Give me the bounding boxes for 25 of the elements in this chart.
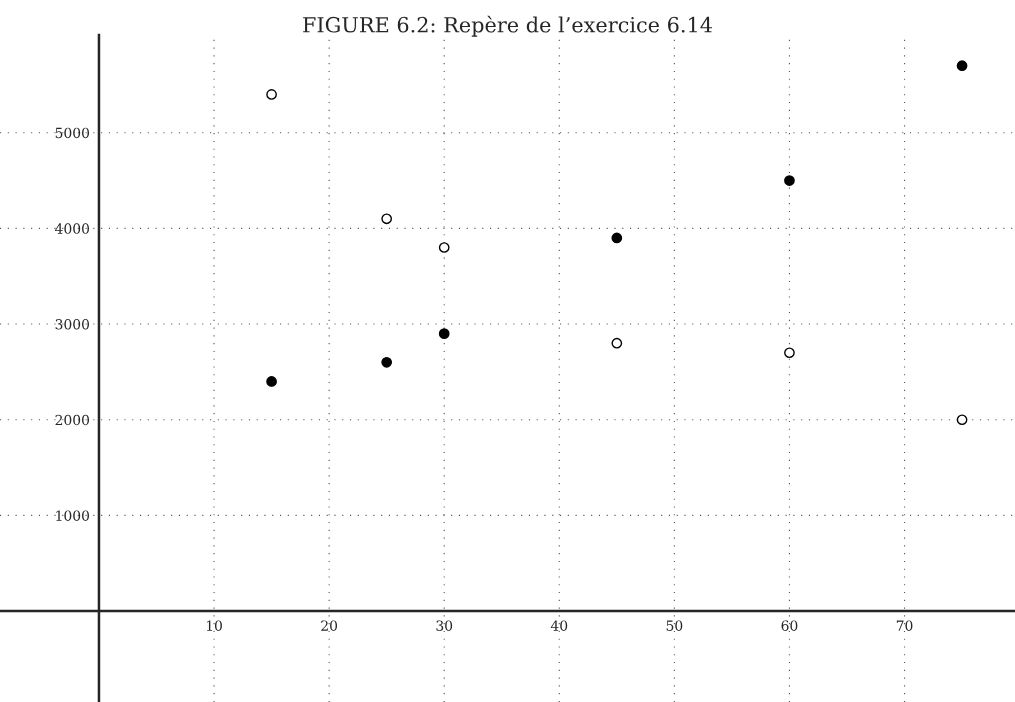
point	[438, 328, 450, 339]
point	[266, 376, 277, 387]
point	[956, 414, 968, 426]
y-tick-label: 3000	[55, 319, 90, 330]
point	[784, 175, 795, 186]
y-tick-label: 4000	[55, 223, 90, 234]
chart-title: FIGURE 6.2: Repère de l’exercice 6.14	[303, 15, 712, 37]
y-tick-label: 2000	[55, 414, 90, 426]
x-tick-label: 30	[436, 620, 453, 631]
x-tick-label: 70	[896, 620, 913, 631]
point	[956, 60, 968, 72]
point	[266, 89, 277, 100]
point	[784, 347, 795, 359]
point	[381, 356, 393, 368]
x-tick-label: 10	[206, 620, 222, 631]
point	[611, 337, 623, 349]
point	[611, 232, 623, 244]
point	[438, 242, 450, 253]
point	[381, 213, 393, 225]
y-tick-label: 5000	[55, 127, 90, 139]
x-tick-label: 20	[321, 620, 338, 631]
x-tick-label: 60	[781, 620, 798, 631]
y-tick-label: 1000	[56, 510, 90, 521]
x-tick-label: 50	[666, 620, 683, 631]
x-tick-label: 40	[550, 620, 568, 631]
